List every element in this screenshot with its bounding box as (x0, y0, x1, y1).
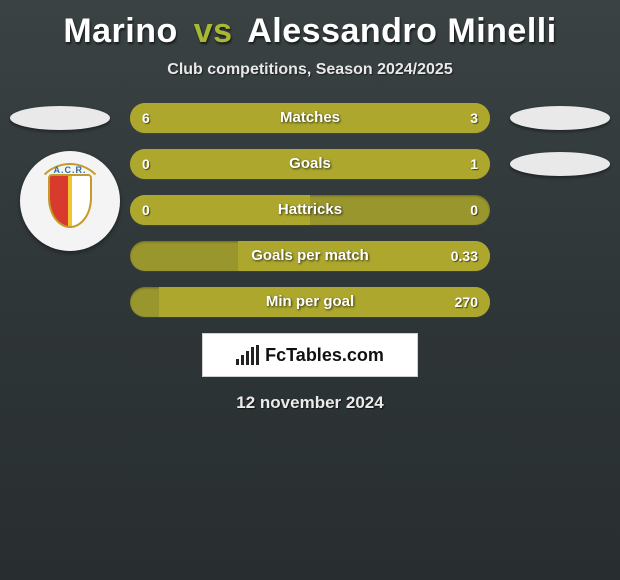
stat-track: 63Matches (130, 103, 490, 133)
player1-name: Marino (63, 12, 177, 50)
stat-label: Goals per match (130, 241, 490, 271)
stat-row: 270Min per goal (0, 287, 620, 317)
comparison-title: Marino vs Alessandro Minelli (0, 0, 620, 51)
stat-row: 01Goals (0, 149, 620, 179)
stat-track: 0.33Goals per match (130, 241, 490, 271)
stat-track: 00Hattricks (130, 195, 490, 225)
ellipse-decor (510, 152, 610, 176)
player2-name: Alessandro Minelli (247, 12, 556, 50)
vs-label: vs (194, 12, 233, 50)
ellipse-decor (510, 106, 610, 130)
bars-icon (236, 345, 259, 365)
stat-row: 0.33Goals per match (0, 241, 620, 271)
stat-label: Goals (130, 149, 490, 179)
source-logo[interactable]: FcTables.com (202, 333, 418, 377)
stat-row: 00Hattricks (0, 195, 620, 225)
stat-row: 63Matches (0, 103, 620, 133)
snapshot-date: 12 november 2024 (0, 393, 620, 413)
stat-track: 270Min per goal (130, 287, 490, 317)
subtitle: Club competitions, Season 2024/2025 (0, 61, 620, 79)
stat-label: Hattricks (130, 195, 490, 225)
stat-track: 01Goals (130, 149, 490, 179)
stat-label: Min per goal (130, 287, 490, 317)
logo-text: FcTables.com (265, 345, 384, 366)
ellipse-decor (10, 106, 110, 130)
stats-chart: A.C.R. 63Matches01Goals00Hattricks0.33Go… (0, 103, 620, 317)
stat-label: Matches (130, 103, 490, 133)
